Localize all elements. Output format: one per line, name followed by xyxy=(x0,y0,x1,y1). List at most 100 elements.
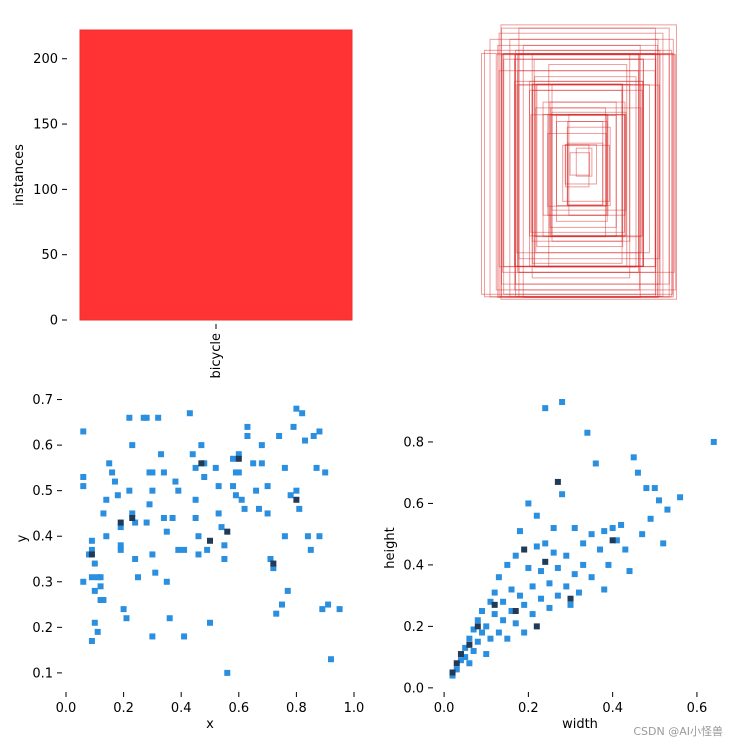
data-cell xyxy=(293,405,300,412)
data-cell xyxy=(149,487,156,494)
data-cell xyxy=(284,587,291,594)
box-overlay xyxy=(481,24,677,300)
data-cell xyxy=(601,528,608,535)
box xyxy=(535,107,642,238)
box xyxy=(531,89,623,237)
data-cell xyxy=(580,540,587,547)
box xyxy=(549,114,617,228)
box xyxy=(564,144,597,185)
box xyxy=(503,52,657,295)
data-cell xyxy=(336,606,343,613)
data-cell xyxy=(521,601,528,608)
data-cell xyxy=(504,635,511,642)
data-cell xyxy=(457,657,464,664)
data-cell-dense xyxy=(207,537,213,544)
data-cell xyxy=(533,543,540,550)
data-cell-dense xyxy=(198,460,205,467)
data-cell xyxy=(232,492,239,499)
data-cell xyxy=(542,405,549,412)
data-cell xyxy=(470,647,477,654)
data-cell xyxy=(316,428,323,435)
data-cell xyxy=(554,564,561,571)
data-cell xyxy=(235,451,242,458)
box xyxy=(535,84,642,254)
data-cell xyxy=(647,515,654,522)
x-tick-label: 0.4 xyxy=(171,701,192,716)
y-axis-label: height xyxy=(383,527,398,568)
data-cell xyxy=(664,506,671,513)
data-cell-dense xyxy=(554,478,561,485)
data-cell xyxy=(270,565,277,572)
y-tick-label: 0.0 xyxy=(403,681,424,696)
y-tick-label: 0.6 xyxy=(32,439,53,454)
data-cell xyxy=(542,540,549,547)
data-cell xyxy=(106,460,113,467)
data-cell xyxy=(175,546,182,553)
data-cell xyxy=(538,568,545,575)
data-cell xyxy=(250,460,257,467)
data-cell xyxy=(597,546,604,553)
box xyxy=(562,144,611,202)
box xyxy=(517,53,640,273)
data-cell xyxy=(525,564,532,571)
data-cell xyxy=(109,469,116,476)
data-cell-dense xyxy=(609,537,616,544)
data-cell xyxy=(508,586,515,593)
box xyxy=(514,58,644,267)
data-cell xyxy=(149,469,156,476)
data-cell xyxy=(322,469,329,476)
data-cell xyxy=(279,601,285,608)
data-cell xyxy=(487,598,494,605)
box xyxy=(566,126,611,207)
data-cell xyxy=(253,487,260,494)
data-cell xyxy=(571,571,578,578)
x-tick-label-bicycle: bicycle xyxy=(209,333,224,378)
data-cell xyxy=(80,578,87,585)
data-cell xyxy=(609,525,616,532)
data-cell xyxy=(91,560,98,567)
box xyxy=(531,83,623,264)
data-cell-dense xyxy=(521,546,528,553)
data-cell xyxy=(479,608,486,615)
data-cell xyxy=(235,469,242,476)
box xyxy=(542,101,626,237)
data-cell xyxy=(149,633,156,640)
data-cell xyxy=(316,533,323,540)
data-cell-dense xyxy=(512,608,519,615)
box xyxy=(530,114,625,233)
data-cell xyxy=(559,491,566,498)
data-cell xyxy=(479,629,486,636)
data-cell xyxy=(255,505,262,512)
data-cell xyxy=(327,656,334,663)
data-cell xyxy=(132,556,139,562)
data-cell xyxy=(319,606,326,613)
box xyxy=(500,24,677,300)
data-cell xyxy=(281,464,288,471)
data-cell xyxy=(215,510,222,517)
x-tick-label: 0.6 xyxy=(228,701,249,716)
data-cell xyxy=(244,423,251,430)
box xyxy=(568,113,609,216)
data-cell xyxy=(230,483,237,490)
data-cell xyxy=(117,542,124,549)
data-cell xyxy=(495,574,502,581)
data-cell xyxy=(264,510,271,517)
data-cell xyxy=(181,633,188,640)
instances-bar-chart: 0 50 100 150 200 instances bicycle xyxy=(12,29,353,378)
data-cell xyxy=(474,617,481,624)
box xyxy=(575,147,593,177)
x-axis-label: width xyxy=(562,717,598,732)
data-cell xyxy=(677,494,684,501)
data-cell xyxy=(169,515,176,521)
data-cell xyxy=(146,501,153,508)
data-cell-dense xyxy=(449,669,456,676)
box xyxy=(536,83,624,248)
y-tick-label: 0.2 xyxy=(403,620,424,635)
bar-bicycle xyxy=(79,29,353,321)
data-cell xyxy=(293,487,300,494)
x-tick-label: 0.0 xyxy=(434,701,455,716)
data-cell xyxy=(495,629,502,636)
x-axis-label: x xyxy=(206,717,214,732)
data-cell xyxy=(516,592,523,599)
